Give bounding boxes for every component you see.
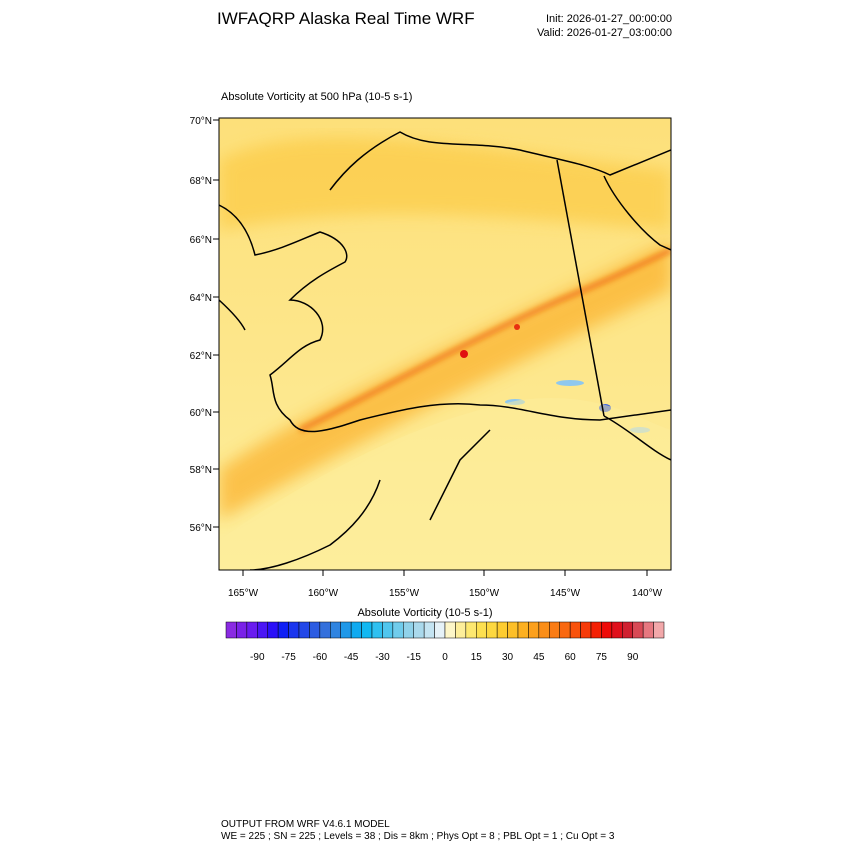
colorbar-box (590, 621, 602, 639)
plot-subtitle: Absolute Vorticity at 500 hPa (10-5 s-1) (221, 91, 412, 103)
colorbar-box (465, 621, 477, 639)
lat-label: 60°N (190, 408, 212, 419)
colorbar-box (403, 621, 414, 639)
lat-label: 70°N (190, 116, 212, 127)
lon-label: 155°W (389, 588, 420, 599)
colorbar-label: -30 (375, 652, 390, 663)
colorbar-label: 0 (442, 652, 448, 663)
colorbar-box (382, 621, 394, 639)
colorbar-label: 60 (565, 652, 577, 663)
colorbar-box (486, 621, 498, 639)
colorbar-box (309, 621, 321, 639)
footer-line: WE = 225 ; SN = 225 ; Levels = 38 ; Dis … (221, 831, 615, 842)
lat-label: 64°N (190, 293, 212, 304)
title: IWFAQRP Alaska Real Time WRF (217, 9, 475, 28)
map (219, 118, 671, 570)
colorbar-box (528, 621, 540, 639)
colorbar-label: -60 (313, 652, 328, 663)
colorbar-box (225, 621, 237, 639)
colorbar-box (580, 621, 592, 639)
colorbar-box (257, 621, 268, 639)
colorbar-title: Absolute Vorticity (10-5 s-1) (357, 607, 492, 619)
colorbar-label: 15 (471, 652, 483, 663)
colorbar-label: -75 (281, 652, 296, 663)
footer-line: OUTPUT FROM WRF V4.6.1 MODEL (221, 819, 390, 830)
colorbar-box (455, 621, 467, 639)
colorbar-box (517, 621, 529, 639)
colorbar-box (350, 621, 362, 639)
colorbar-box (392, 621, 404, 639)
colorbar-box (340, 621, 352, 639)
lat-label: 68°N (190, 176, 212, 187)
colorbar-box (642, 621, 654, 639)
lon-label: 140°W (632, 588, 663, 599)
colorbar-box (611, 621, 623, 639)
colorbar-box (236, 621, 248, 639)
colorbar-box (622, 621, 633, 639)
lon-label: 165°W (228, 588, 259, 599)
colorbar-box (496, 621, 508, 639)
colorbar-box (434, 621, 446, 639)
colorbar-box (277, 621, 289, 639)
init-time: Init: 2026-01-27_00:00:00 (546, 13, 672, 25)
colorbar-box (507, 621, 519, 639)
colorbar-box (288, 621, 300, 639)
colorbar-box (361, 621, 373, 639)
lon-label: 160°W (308, 588, 339, 599)
colorbar-box (569, 621, 581, 639)
lat-label: 58°N (190, 465, 212, 476)
colorbar-box (476, 621, 487, 639)
colorbar-box (371, 621, 383, 639)
colorbar-box (538, 621, 550, 639)
colorbar-box (653, 621, 665, 639)
colorbar-label: 45 (533, 652, 545, 663)
colorbar-label: 30 (502, 652, 514, 663)
colorbar-box (298, 621, 310, 639)
colorbar-label: -90 (250, 652, 265, 663)
lat-label: 66°N (190, 235, 212, 246)
colorbar-box (246, 621, 258, 639)
lon-label: 150°W (469, 588, 500, 599)
colorbar-box (601, 621, 613, 639)
lat-label: 56°N (190, 523, 212, 534)
colorbar-box (267, 621, 279, 639)
lon-label: 145°W (550, 588, 581, 599)
colorbar-box (330, 621, 341, 639)
colorbar-label: -45 (344, 652, 359, 663)
colorbar-label: 75 (596, 652, 608, 663)
colorbar-box (632, 621, 644, 639)
map-frame (218, 117, 672, 571)
colorbar-label: 90 (627, 652, 639, 663)
lat-label: 62°N (190, 351, 212, 362)
colorbar-box (413, 621, 425, 639)
colorbar-box (559, 621, 571, 639)
colorbar-box (423, 621, 435, 639)
valid-time: Valid: 2026-01-27_03:00:00 (537, 27, 672, 39)
colorbar-box (444, 621, 456, 639)
colorbar-box (549, 621, 560, 639)
colorbar-box (319, 621, 331, 639)
colorbar-label: -15 (406, 652, 421, 663)
